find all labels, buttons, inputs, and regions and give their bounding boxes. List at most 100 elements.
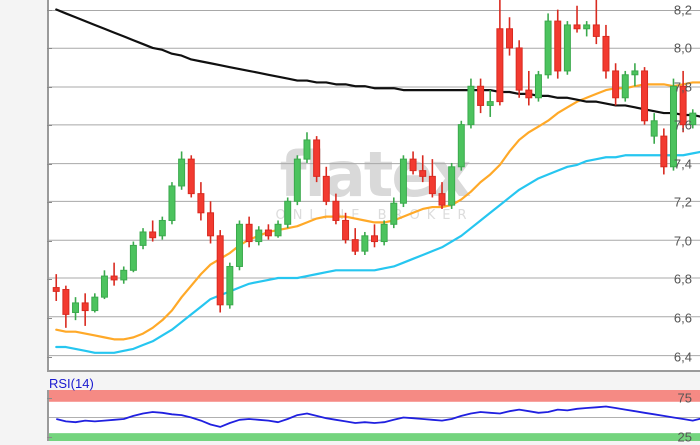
price-axis-tick: 7,4 — [673, 156, 692, 172]
candle-body — [245, 223, 253, 243]
candle-body — [371, 235, 378, 243]
candlestick — [554, 9, 562, 79]
price-axis-tick: 6,8 — [673, 271, 692, 287]
candle-body — [650, 120, 658, 137]
candle-body — [486, 101, 494, 106]
candle-body — [669, 85, 677, 168]
candlestick — [679, 70, 687, 133]
price-axis-tick-mark — [47, 318, 52, 319]
price-axis-tick-mark — [47, 164, 52, 165]
rsi-axis-tick-mark — [47, 398, 52, 399]
price-axis-tick: 6,4 — [673, 349, 692, 365]
candlestick — [409, 151, 417, 175]
price-axis-tick-mark — [47, 125, 52, 126]
candlestick — [216, 230, 224, 313]
price-axis-tick: 7,8 — [673, 79, 692, 95]
candle-body — [139, 231, 147, 246]
rsi-axis-tick: 75 — [677, 390, 692, 406]
candle-body — [62, 288, 70, 315]
candle-body — [544, 20, 552, 76]
candle-body — [631, 70, 639, 76]
price-axis-tick: 7,6 — [673, 117, 692, 133]
candlestick — [129, 241, 137, 273]
price-chart-panel[interactable]: flatex ONLINE BROKER — [47, 0, 700, 372]
rsi-chart-panel[interactable] — [47, 390, 700, 441]
price-axis-tick: 8,2 — [673, 2, 692, 18]
candlestick — [428, 159, 436, 198]
price-axis-gutter — [0, 0, 47, 441]
moving-average-line-ma-black — [55, 8, 700, 118]
candlestick — [178, 151, 186, 190]
candle-body — [235, 223, 243, 267]
candle-body — [515, 47, 523, 91]
candle-body — [361, 235, 369, 252]
candle-body — [592, 24, 600, 37]
candle-body — [72, 302, 80, 313]
price-axis-tick-mark — [47, 279, 52, 280]
candlestick — [72, 297, 80, 321]
candle-body — [255, 229, 263, 243]
rsi-overbought-band — [49, 390, 700, 402]
rsi-oversold-band — [49, 433, 700, 441]
moving-average-line-ma-short — [55, 81, 700, 341]
candlestick — [303, 132, 311, 163]
candlestick — [467, 78, 475, 129]
candlestick — [332, 193, 340, 225]
candlestick — [351, 228, 359, 255]
price-axis-tick-mark — [47, 202, 52, 203]
candlestick — [486, 90, 494, 117]
candle-body — [100, 275, 108, 298]
candle-body — [178, 158, 186, 187]
rsi-axis-tick-mark — [47, 437, 52, 438]
candle-body — [409, 158, 417, 172]
candlestick — [187, 155, 195, 198]
candle-body — [467, 85, 475, 126]
candle-body — [120, 269, 128, 281]
rsi-indicator-label[interactable]: RSI(14) — [49, 376, 94, 391]
candle-body — [168, 185, 176, 221]
candlestick — [158, 216, 166, 240]
candle-body — [216, 235, 224, 306]
rsi-axis-tick: 25 — [677, 429, 692, 445]
candlestick — [110, 262, 118, 286]
candle-body — [689, 112, 697, 126]
candlestick — [235, 220, 243, 271]
candle-body — [293, 158, 301, 202]
candlestick — [641, 67, 649, 125]
candle-body — [110, 275, 118, 281]
candlestick — [371, 224, 378, 248]
candlestick — [380, 220, 388, 246]
candle-body — [399, 158, 407, 204]
candlestick — [255, 226, 263, 246]
candlestick — [284, 197, 292, 229]
candle-body — [534, 74, 542, 99]
price-axis-tick-mark — [47, 357, 52, 358]
price-axis-tick: 6,6 — [673, 310, 692, 326]
price-axis-tick-mark — [47, 87, 52, 88]
candle-body — [226, 265, 234, 306]
candlestick — [168, 182, 176, 225]
candle-body — [477, 85, 485, 106]
candle-body — [612, 70, 620, 99]
moving-average-line-ma-long — [55, 150, 700, 354]
candle-body — [158, 219, 166, 237]
candle-body — [679, 85, 687, 126]
candle-body — [554, 20, 562, 72]
candlestick — [457, 120, 465, 171]
candlestick — [264, 224, 272, 240]
candlestick — [120, 266, 128, 284]
candlestick — [669, 78, 677, 171]
candlestick — [313, 136, 321, 183]
candle-body — [573, 24, 581, 30]
candle-body — [322, 175, 330, 202]
price-axis-tick-mark — [47, 48, 52, 49]
candlestick — [592, 0, 600, 45]
candlestick — [149, 220, 157, 242]
candlestick — [399, 155, 407, 208]
candle-body — [351, 239, 359, 252]
candlestick — [91, 293, 99, 313]
candlestick — [612, 63, 620, 106]
candlestick — [438, 182, 446, 209]
candlestick — [496, 0, 504, 106]
candlestick — [534, 70, 542, 102]
